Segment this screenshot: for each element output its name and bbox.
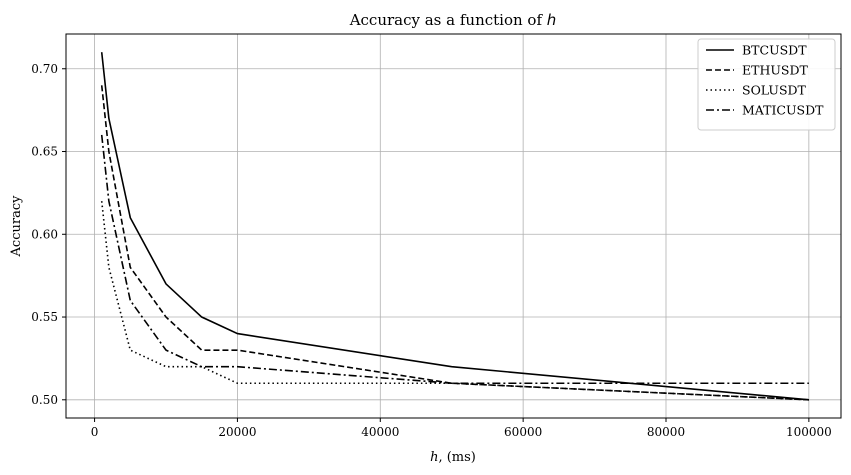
chart-title-variable: h bbox=[547, 11, 557, 29]
y-axis-label: Accuracy bbox=[9, 195, 24, 258]
legend-label: ETHUSDT bbox=[742, 63, 808, 78]
x-tick-label: 40000 bbox=[361, 425, 399, 439]
y-tick-label: 0.55 bbox=[31, 310, 58, 324]
y-tick-label: 0.50 bbox=[31, 393, 58, 407]
x-tick-label: 80000 bbox=[647, 425, 685, 439]
series-line-solusdt bbox=[100, 201, 809, 401]
x-axis-label-variable: h bbox=[430, 450, 438, 465]
x-tick-label: 100000 bbox=[786, 425, 832, 439]
x-tick-label: 0 bbox=[91, 425, 99, 439]
legend-label: BTCUSDT bbox=[742, 43, 807, 58]
x-axis-ticks: 0 20000 40000 60000 80000 100000 bbox=[91, 418, 832, 439]
legend-entries: BTCUSDT ETHUSDT SOLUSDT MATICUSDT bbox=[706, 43, 824, 118]
series-line-btcusdt bbox=[100, 52, 809, 401]
x-tick-label: 60000 bbox=[504, 425, 542, 439]
x-axis-label-unit: , (ms) bbox=[438, 450, 475, 465]
y-tick-label: 0.60 bbox=[31, 227, 58, 241]
series-line-ethusdt bbox=[100, 85, 809, 401]
chart-title: Accuracy as a function of h bbox=[349, 11, 557, 29]
plot-frame bbox=[65, 33, 842, 419]
series-lines bbox=[100, 52, 809, 401]
y-axis-ticks: 0.50 0.55 0.60 0.65 0.70 bbox=[31, 62, 66, 407]
y-tick-label: 0.70 bbox=[31, 62, 58, 76]
legend-label: SOLUSDT bbox=[742, 83, 807, 98]
x-axis-label: h, (ms) bbox=[430, 450, 476, 465]
legend: BTCUSDT ETHUSDT SOLUSDT MATICUSDT bbox=[697, 38, 836, 131]
y-tick-label: 0.65 bbox=[31, 145, 58, 159]
chart-title-text: Accuracy as a function of bbox=[349, 11, 547, 29]
legend-box bbox=[697, 38, 836, 131]
legend-label: MATICUSDT bbox=[742, 103, 824, 118]
x-tick-label: 20000 bbox=[218, 425, 256, 439]
series-line-maticusdt bbox=[100, 134, 809, 385]
